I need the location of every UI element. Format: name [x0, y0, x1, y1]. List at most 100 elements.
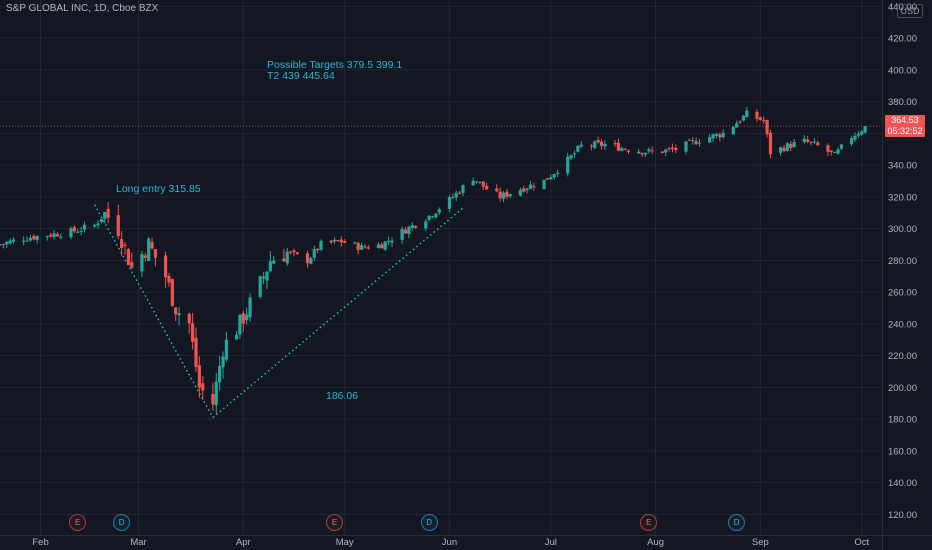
x-tick-label: Jun: [442, 537, 457, 548]
dividend-marker[interactable]: D: [728, 514, 746, 531]
candle: [518, 187, 523, 197]
candle: [826, 143, 830, 157]
candle: [282, 248, 286, 262]
candle-body: [664, 149, 668, 153]
candle: [11, 237, 16, 244]
candle-body: [268, 261, 272, 272]
candle: [447, 195, 452, 213]
candle: [0, 243, 2, 246]
candle: [623, 147, 627, 151]
candle: [224, 331, 229, 362]
candle-body: [731, 126, 735, 135]
candle-body: [126, 249, 131, 265]
candle-body: [414, 225, 418, 228]
candle-body: [485, 185, 489, 190]
candle-body: [660, 151, 664, 154]
candle: [410, 222, 414, 232]
candle: [522, 185, 526, 193]
candle-body: [640, 152, 644, 155]
y-tick-label: 420.00: [888, 34, 917, 45]
currency-button[interactable]: USD: [897, 4, 923, 18]
candle-body: [863, 126, 867, 133]
candle: [474, 181, 479, 184]
candle-body: [295, 252, 299, 255]
candle-body: [353, 242, 357, 244]
candle-body: [366, 247, 370, 249]
candle-body: [163, 255, 168, 278]
candle: [400, 226, 404, 244]
earnings-marker[interactable]: E: [69, 514, 87, 531]
candle-body: [123, 244, 127, 246]
candle-body: [555, 172, 560, 174]
candle-body: [177, 313, 181, 316]
candle-body: [339, 239, 343, 243]
candle: [170, 278, 174, 307]
candle: [120, 230, 124, 257]
candle-body: [613, 143, 617, 145]
candle-body: [576, 145, 580, 152]
candle-body: [616, 142, 621, 151]
candles: [0, 106, 867, 415]
candle: [343, 239, 347, 244]
candle: [221, 351, 225, 379]
candle-body: [194, 337, 198, 368]
candle: [312, 245, 316, 261]
candle-body: [806, 139, 810, 142]
candle-body: [312, 249, 316, 258]
candle: [268, 250, 272, 273]
dividend-marker[interactable]: D: [113, 514, 131, 531]
candle: [261, 271, 266, 285]
candle-body: [359, 245, 364, 250]
candle-body: [174, 307, 178, 315]
candle: [806, 135, 810, 144]
candle: [626, 149, 631, 155]
annotation-possible-targets: Possible Targets 379.5 399.1: [267, 59, 403, 71]
candle-body: [667, 148, 671, 150]
candle-body: [461, 185, 465, 193]
candle: [694, 137, 698, 145]
candle: [498, 187, 502, 202]
candle: [782, 145, 786, 153]
candle: [99, 218, 103, 224]
candle-body: [454, 192, 458, 198]
candle-body: [309, 258, 313, 264]
dividend-marker[interactable]: D: [420, 514, 438, 531]
candle: [387, 236, 391, 245]
candle: [430, 215, 435, 219]
candle: [762, 116, 766, 124]
candle-body: [518, 189, 523, 196]
candle: [478, 181, 482, 185]
candle: [471, 177, 475, 186]
candle-body: [708, 137, 712, 143]
earnings-marker[interactable]: E: [326, 514, 344, 531]
candle: [106, 202, 110, 223]
candle: [812, 137, 817, 145]
candle-body: [833, 151, 837, 153]
candle-body: [258, 276, 262, 297]
candle: [35, 235, 39, 244]
candle: [576, 144, 580, 153]
candle: [714, 132, 719, 139]
candle: [860, 129, 864, 136]
trendline: [94, 204, 214, 418]
candle: [660, 151, 664, 154]
candle-body: [687, 139, 691, 141]
earnings-marker[interactable]: E: [640, 514, 658, 531]
candle: [59, 233, 63, 240]
candle: [505, 189, 509, 200]
candle-body: [363, 246, 367, 248]
candle-body: [224, 339, 229, 360]
candle: [674, 144, 678, 154]
candle-body: [569, 155, 573, 159]
candle-body: [332, 239, 337, 242]
candle: [197, 356, 201, 398]
candle-body: [305, 253, 310, 264]
candle-body: [52, 233, 56, 237]
x-tick-label: Oct: [854, 537, 869, 548]
candle: [272, 256, 276, 264]
candle-body: [451, 197, 455, 199]
candle-body: [99, 218, 103, 222]
candle-body: [201, 383, 205, 391]
candle: [76, 228, 80, 233]
